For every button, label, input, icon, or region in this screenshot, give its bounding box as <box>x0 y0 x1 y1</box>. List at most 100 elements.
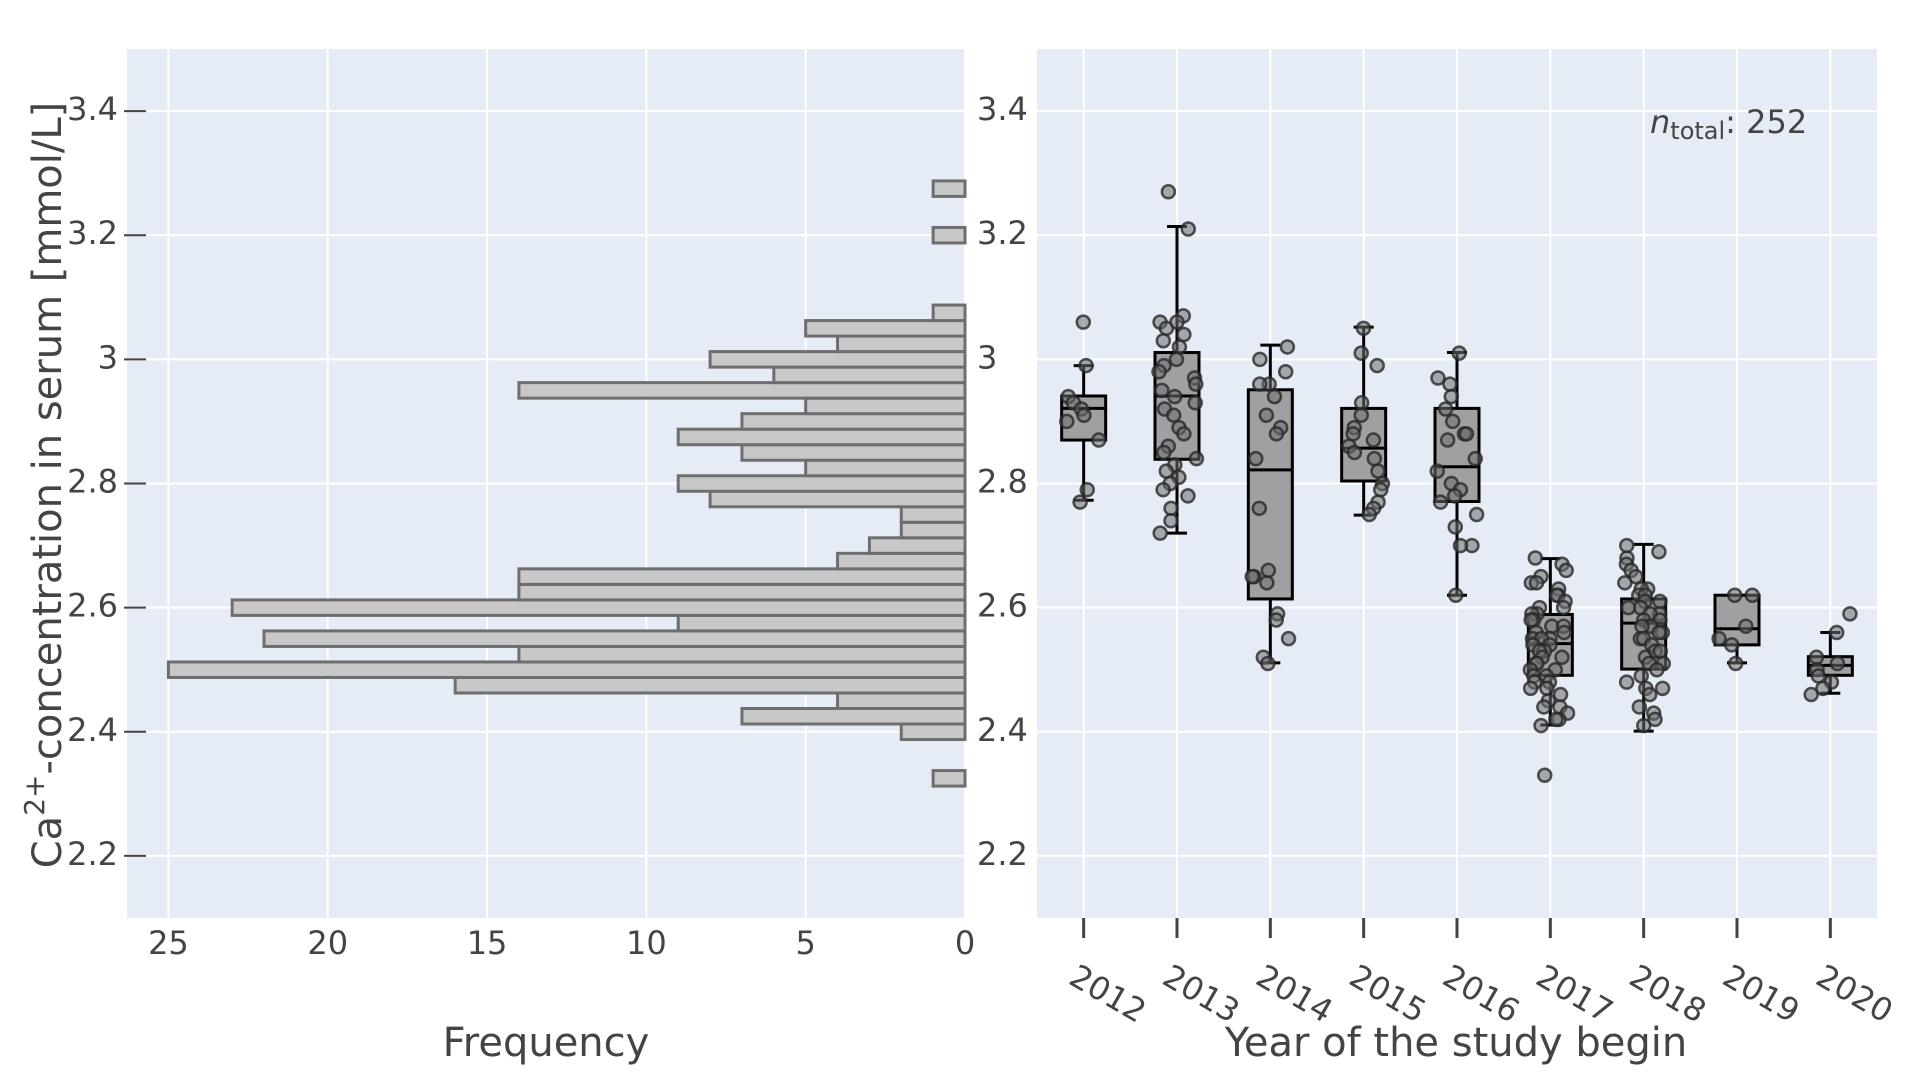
data-point <box>1260 655 1276 672</box>
annotation-text: : 252 <box>1725 103 1807 141</box>
data-point <box>1647 711 1663 728</box>
data-point <box>1279 339 1296 355</box>
histogram-bar <box>676 613 967 633</box>
data-point <box>1446 488 1463 504</box>
data-point <box>1163 512 1179 529</box>
data-point <box>1458 426 1475 442</box>
data-point <box>1803 686 1819 703</box>
data-point <box>1636 717 1652 734</box>
data-point <box>1536 767 1553 783</box>
data-point <box>1651 624 1667 641</box>
histogram-bar <box>931 303 967 323</box>
y-tick-label: 3.4 <box>977 90 1028 128</box>
data-point <box>1554 649 1570 666</box>
data-point <box>1522 680 1539 697</box>
data-point <box>1724 637 1740 653</box>
y-tick-label: 3 <box>98 338 118 376</box>
data-point <box>1163 500 1179 517</box>
data-point <box>1442 376 1458 392</box>
y-tick-label: 2.4 <box>977 711 1028 749</box>
data-point <box>1252 351 1268 368</box>
x-axis-title: Frequency <box>443 1020 650 1066</box>
data-point <box>1815 680 1831 697</box>
data-point <box>1618 674 1635 690</box>
histogram-bar <box>836 691 967 711</box>
data-point <box>1619 537 1635 554</box>
x-tick-label: 0 <box>955 924 975 962</box>
data-point <box>1738 618 1754 635</box>
y-tick-label: 3.2 <box>67 214 118 252</box>
data-point <box>1556 624 1572 641</box>
data-point <box>1187 395 1203 411</box>
histogram-bar <box>899 520 967 540</box>
data-point <box>1558 562 1574 579</box>
x-tick-label: 2012 <box>1063 957 1153 1031</box>
data-point <box>1180 488 1196 504</box>
data-point <box>1353 395 1370 411</box>
data-point <box>1171 339 1188 355</box>
data-point <box>1345 426 1361 442</box>
data-point <box>1711 630 1727 647</box>
y-tick-label: 3.2 <box>977 214 1028 252</box>
histogram-bar <box>931 769 967 788</box>
histogram-bar <box>931 225 967 245</box>
data-point <box>1155 332 1172 349</box>
histogram-bar <box>931 179 967 198</box>
data-point <box>1158 320 1175 337</box>
y-tick-label: 2.2 <box>67 835 118 873</box>
data-point <box>1828 624 1845 641</box>
histogram-bar <box>230 598 967 617</box>
x-axis-title: Year of the study begin <box>1224 1020 1688 1066</box>
data-point <box>1548 711 1564 728</box>
data-point <box>1447 519 1464 535</box>
data-point <box>1155 481 1171 498</box>
histogram-bar <box>517 582 967 602</box>
data-point <box>1539 680 1555 697</box>
data-point <box>1260 562 1277 579</box>
data-point <box>1251 500 1268 517</box>
data-point <box>1432 494 1449 510</box>
annotation: ntotal: 252 <box>1650 103 1807 145</box>
histogram-bar <box>740 412 967 431</box>
data-point <box>1527 550 1544 566</box>
y-tick-label: 2.4 <box>67 711 118 749</box>
data-point <box>1355 320 1372 337</box>
data-point <box>1366 450 1383 467</box>
histogram-bar <box>708 350 967 369</box>
histogram-bar <box>740 443 967 462</box>
x-tick-label: 2020 <box>1810 957 1900 1031</box>
data-point <box>1076 407 1092 423</box>
y-tick-label: 2.8 <box>977 463 1028 501</box>
data-point <box>1156 444 1172 461</box>
data-point <box>1277 364 1294 380</box>
data-point <box>1552 686 1569 703</box>
data-point <box>1633 668 1650 684</box>
data-point <box>1448 587 1464 603</box>
data-point <box>1617 575 1633 591</box>
data-point <box>1180 221 1197 237</box>
data-point <box>1268 612 1284 628</box>
y-axis-title-base: Ca <box>25 816 71 868</box>
y-tick-label: 2.2 <box>977 835 1028 873</box>
data-point <box>1176 426 1192 442</box>
data-point <box>1151 364 1167 380</box>
data-point <box>1188 450 1205 467</box>
data-point <box>1252 376 1268 392</box>
histogram-bar <box>899 505 967 524</box>
data-point <box>1059 413 1075 430</box>
data-point <box>1439 432 1456 448</box>
x-tick-label: 25 <box>148 924 189 962</box>
data-point <box>1536 699 1552 715</box>
data-point <box>1372 481 1389 498</box>
data-point <box>1167 388 1183 405</box>
data-point <box>1727 587 1743 603</box>
histogram-bar <box>708 489 967 509</box>
data-point <box>1642 686 1658 703</box>
y-tick-label: 2.6 <box>977 587 1028 625</box>
data-point <box>1078 357 1094 374</box>
data-point <box>1631 699 1648 715</box>
data-point <box>1280 630 1297 647</box>
annotation-subscript: total <box>1670 117 1725 145</box>
data-point <box>1346 444 1363 461</box>
